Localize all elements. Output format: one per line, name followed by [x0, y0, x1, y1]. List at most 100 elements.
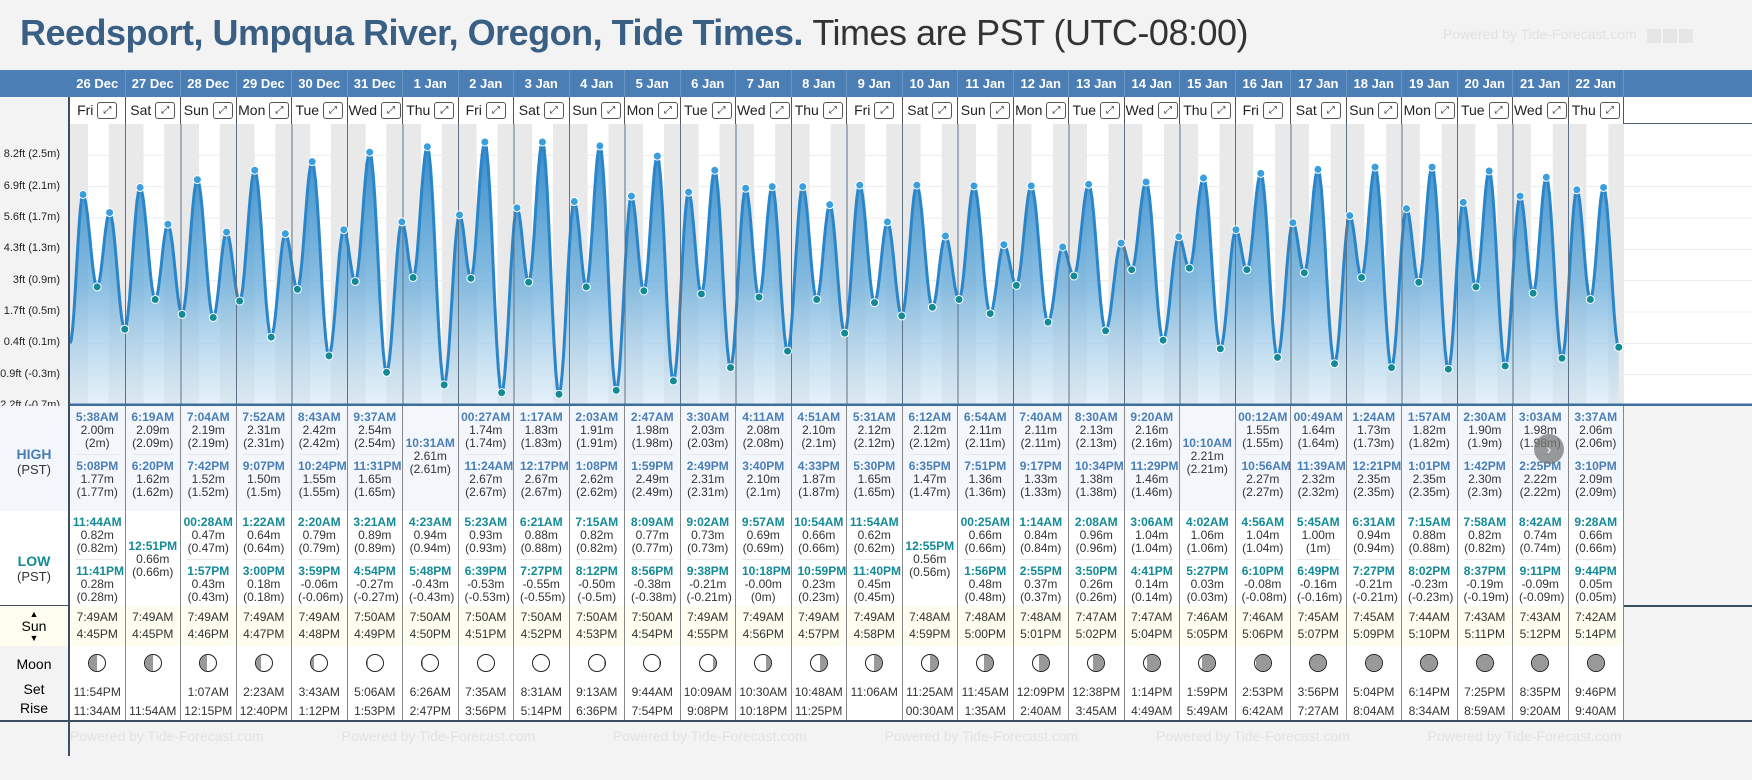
expand-day-icon[interactable]: ⤢ [1158, 102, 1179, 119]
scroll-right-button[interactable]: › [1534, 434, 1564, 464]
low-tide-point[interactable] [92, 282, 102, 292]
low-tide-point[interactable] [497, 388, 507, 398]
expand-day-icon[interactable]: ⤢ [932, 102, 953, 119]
high-tide-point[interactable] [1141, 177, 1151, 187]
high-tide-point[interactable] [1288, 218, 1298, 228]
high-tide-point[interactable] [1541, 172, 1551, 182]
low-tide-point[interactable] [266, 332, 276, 342]
high-tide-point[interactable] [798, 182, 808, 192]
high-tide-point[interactable] [250, 165, 260, 175]
low-tide-point[interactable] [1043, 317, 1053, 327]
high-tide-point[interactable] [1370, 162, 1380, 172]
low-tide-point[interactable] [726, 363, 736, 373]
high-tide-point[interactable] [940, 231, 950, 241]
low-tide-point[interactable] [611, 385, 621, 395]
low-tide-point[interactable] [235, 296, 245, 306]
low-tide-point[interactable] [840, 328, 850, 338]
low-tide-point[interactable] [1184, 263, 1194, 273]
low-tide-point[interactable] [350, 276, 360, 286]
high-tide-point[interactable] [397, 217, 407, 227]
high-tide-point[interactable] [825, 200, 835, 210]
high-tide-point[interactable] [1174, 232, 1184, 242]
high-tide-point[interactable] [1231, 225, 1241, 235]
low-tide-point[interactable] [408, 273, 418, 283]
high-tide-point[interactable] [105, 208, 115, 218]
high-tide-point[interactable] [595, 141, 605, 151]
expand-day-icon[interactable]: ⤢ [874, 102, 895, 119]
low-tide-point[interactable] [1101, 326, 1111, 336]
high-tide-point[interactable] [78, 190, 88, 199]
expand-day-icon[interactable]: ⤢ [1211, 102, 1232, 119]
low-tide-point[interactable] [1158, 335, 1168, 345]
low-tide-point[interactable] [177, 309, 187, 319]
high-tide-point[interactable] [684, 187, 694, 197]
expand-day-icon[interactable]: ⤢ [1546, 102, 1567, 119]
high-tide-point[interactable] [767, 182, 777, 192]
low-tide-point[interactable] [120, 324, 130, 334]
low-tide-point[interactable] [1414, 277, 1424, 287]
high-tide-point[interactable] [569, 197, 579, 207]
expand-day-icon[interactable]: ⤢ [155, 102, 176, 119]
low-tide-point[interactable] [870, 298, 880, 308]
low-tide-point[interactable] [954, 294, 964, 304]
high-tide-point[interactable] [1484, 166, 1494, 176]
low-tide-point[interactable] [1299, 268, 1309, 278]
expand-day-icon[interactable]: ⤢ [97, 102, 118, 119]
expand-day-icon[interactable]: ⤢ [1378, 102, 1399, 119]
expand-day-icon[interactable]: ⤢ [822, 102, 843, 119]
low-tide-point[interactable] [1471, 282, 1481, 292]
high-tide-point[interactable] [710, 165, 720, 175]
low-tide-point[interactable] [812, 294, 822, 304]
expand-day-icon[interactable]: ⤢ [1262, 102, 1283, 119]
low-tide-point[interactable] [985, 309, 995, 319]
high-tide-point[interactable] [1058, 242, 1068, 252]
high-tide-point[interactable] [1572, 185, 1582, 195]
expand-day-icon[interactable]: ⤢ [711, 102, 732, 119]
expand-day-icon[interactable]: ⤢ [769, 102, 790, 119]
low-tide-point[interactable] [292, 284, 302, 294]
high-tide-point[interactable] [455, 210, 465, 220]
low-tide-point[interactable] [1557, 353, 1567, 363]
expand-day-icon[interactable]: ⤢ [543, 102, 564, 119]
high-tide-point[interactable] [1458, 197, 1468, 207]
expand-day-icon[interactable]: ⤢ [657, 102, 678, 119]
expand-day-icon[interactable]: ⤢ [434, 102, 455, 119]
low-tide-point[interactable] [1011, 280, 1021, 290]
low-tide-point[interactable] [581, 282, 591, 292]
expand-day-icon[interactable]: ⤢ [1320, 102, 1341, 119]
high-tide-point[interactable] [1256, 168, 1266, 178]
high-tide-point[interactable] [1199, 173, 1209, 183]
low-tide-point[interactable] [1215, 344, 1225, 354]
low-tide-point[interactable] [1585, 294, 1595, 304]
low-tide-point[interactable] [783, 346, 793, 356]
low-tide-point[interactable] [1386, 363, 1396, 373]
low-tide-point[interactable] [1330, 359, 1340, 369]
expand-day-icon[interactable]: ⤢ [269, 102, 290, 119]
high-tide-point[interactable] [422, 142, 432, 152]
low-tide-point[interactable] [668, 376, 678, 386]
expand-day-icon[interactable]: ⤢ [212, 102, 233, 119]
high-tide-point[interactable] [1515, 191, 1525, 201]
high-tide-point[interactable] [280, 229, 290, 239]
low-tide-point[interactable] [927, 302, 937, 312]
high-tide-point[interactable] [307, 157, 317, 167]
low-tide-point[interactable] [208, 312, 218, 322]
expand-day-icon[interactable]: ⤢ [323, 102, 344, 119]
low-tide-point[interactable] [382, 367, 392, 377]
high-tide-point[interactable] [1345, 211, 1355, 221]
low-tide-point[interactable] [754, 292, 764, 302]
high-tide-point[interactable] [339, 225, 349, 235]
low-tide-point[interactable] [897, 311, 907, 321]
low-tide-point[interactable] [639, 286, 649, 296]
high-tide-point[interactable] [163, 219, 173, 229]
expand-day-icon[interactable]: ⤢ [485, 102, 506, 119]
expand-day-icon[interactable]: ⤢ [1599, 102, 1620, 119]
high-tide-point[interactable] [882, 217, 892, 227]
low-tide-point[interactable] [1528, 288, 1538, 298]
low-tide-point[interactable] [1127, 265, 1137, 275]
expand-day-icon[interactable]: ⤢ [381, 102, 402, 119]
low-tide-point[interactable] [1443, 364, 1453, 374]
high-tide-point[interactable] [1313, 164, 1323, 174]
high-tide-point[interactable] [741, 183, 751, 193]
expand-day-icon[interactable]: ⤢ [601, 102, 622, 119]
